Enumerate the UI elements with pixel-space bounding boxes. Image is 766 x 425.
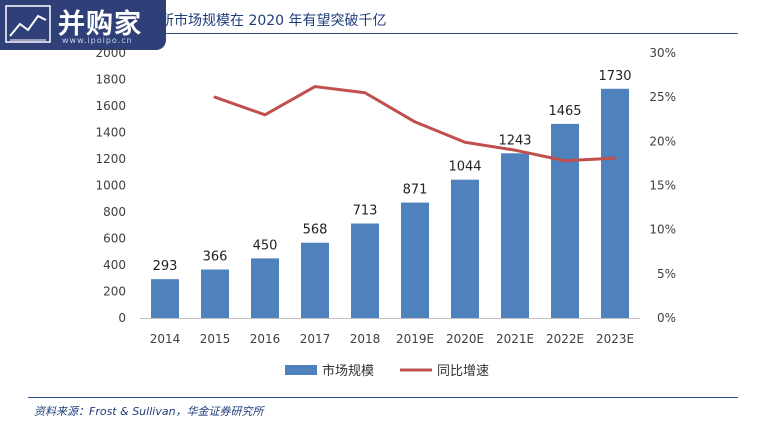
bar	[151, 279, 179, 318]
legend-label-bar: 市场规模	[322, 363, 374, 379]
legend-swatch-bar	[285, 365, 317, 375]
y2-tick-label: 20%	[649, 134, 676, 148]
x-tick-label: 2019E	[396, 332, 434, 346]
legend-label-line: 同比增速	[437, 364, 489, 379]
bar	[601, 88, 629, 319]
y2-tick-label: 25%	[649, 90, 676, 104]
bar-data-label: 871	[403, 183, 428, 198]
y2-tick-label: 10%	[649, 223, 676, 237]
y-tick-label: 800	[103, 205, 126, 219]
y-tick-label: 400	[103, 258, 126, 272]
y-tick-label: 2000	[95, 46, 126, 60]
bar-data-label: 450	[253, 238, 278, 253]
y-tick-label: 1000	[95, 179, 126, 193]
bar-data-label: 1044	[448, 160, 481, 175]
bar-data-label: 366	[203, 250, 228, 265]
x-tick-label: 2021E	[496, 332, 534, 346]
bar-data-label: 1730	[598, 69, 631, 84]
x-tick-label: 2023E	[596, 332, 634, 346]
logo-badge: 并购家 www.ipoipo.cn	[0, 0, 166, 50]
y-tick-label: 0	[118, 311, 126, 325]
x-tick-label: 2017	[300, 332, 331, 346]
bar	[501, 153, 529, 318]
bar	[251, 258, 279, 318]
x-tick-label: 2018	[350, 332, 381, 346]
bottom-rule	[28, 397, 738, 398]
bar-data-label: 568	[303, 223, 328, 238]
y-tick-label: 1400	[95, 126, 126, 140]
bar	[201, 269, 229, 318]
top-rule	[166, 33, 738, 34]
y2-tick-label: 15%	[649, 179, 676, 193]
y2-tick-label: 30%	[649, 46, 676, 60]
x-tick-label: 2016	[250, 332, 281, 346]
bar	[401, 202, 429, 318]
logo-text: 并购家	[58, 9, 142, 40]
y2-tick-label: 0%	[657, 311, 676, 325]
bar	[551, 123, 579, 318]
bar-data-label: 293	[153, 259, 178, 274]
growth-line	[213, 85, 617, 163]
x-tick-label: 2015	[200, 332, 231, 346]
chart-title: 所市场规模在 2020 年有望突破千亿	[160, 13, 387, 29]
y-tick-label: 200	[103, 285, 126, 299]
bar-data-label: 1243	[498, 133, 531, 148]
logo-url: www.ipoipo.cn	[62, 36, 133, 45]
x-tick-label: 2022E	[546, 332, 584, 346]
bar	[451, 179, 479, 318]
y-tick-label: 1200	[95, 152, 126, 166]
bar	[351, 223, 379, 318]
y-tick-label: 600	[103, 232, 126, 246]
y-tick-label: 1800	[95, 73, 126, 87]
logo-chart-icon	[5, 5, 51, 43]
x-tick-label: 2014	[150, 332, 181, 346]
source-note: 资料来源：Frost & Sullivan，华金证券研究所	[34, 405, 264, 418]
bar-data-label: 713	[353, 204, 378, 219]
x-tick-label: 2020E	[446, 332, 484, 346]
bar-data-label: 1465	[548, 104, 581, 119]
bar	[301, 242, 329, 318]
y-tick-label: 1600	[95, 99, 126, 113]
y2-tick-label: 5%	[657, 267, 676, 281]
